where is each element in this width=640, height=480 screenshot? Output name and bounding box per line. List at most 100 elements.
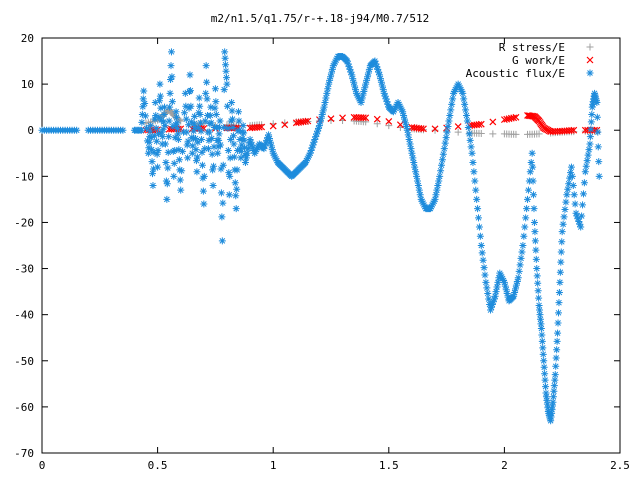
y-tick-label: -50 — [14, 355, 34, 368]
data-point — [560, 212, 569, 221]
data-point — [231, 191, 240, 200]
data-point — [211, 84, 220, 93]
data-point — [517, 254, 526, 263]
x-tick-label: 1 — [270, 459, 277, 472]
data-point — [515, 267, 524, 276]
y-tick-label: 20 — [21, 32, 34, 45]
data-point — [580, 178, 589, 187]
data-point — [140, 99, 149, 108]
data-point — [571, 200, 580, 208]
data-point — [518, 241, 527, 250]
data-point — [161, 140, 170, 149]
data-point — [220, 47, 229, 56]
data-point — [167, 61, 176, 70]
data-point — [200, 172, 209, 181]
data-point — [239, 128, 248, 137]
data-point — [139, 94, 148, 103]
plot-area — [38, 47, 604, 425]
data-point — [528, 149, 537, 158]
data-point — [464, 123, 473, 132]
data-point — [230, 152, 239, 161]
y-tick-label: -10 — [14, 170, 34, 183]
data-point — [532, 255, 541, 264]
x-axis: 0 0.5 1 1.5 2 2.5 — [39, 38, 630, 472]
data-point — [529, 176, 538, 185]
data-point — [197, 127, 206, 136]
data-point — [520, 223, 529, 232]
data-point — [177, 166, 186, 175]
data-point — [537, 330, 546, 339]
data-point — [197, 135, 206, 144]
data-point — [201, 89, 210, 98]
data-point — [530, 227, 539, 236]
data-point — [581, 167, 590, 176]
data-point — [231, 178, 240, 187]
data-point — [168, 97, 177, 106]
data-point — [540, 369, 549, 378]
data-point — [219, 161, 228, 170]
data-point — [473, 204, 482, 213]
data-point — [557, 247, 566, 256]
data-point — [582, 162, 591, 171]
data-point — [552, 354, 561, 363]
data-point — [161, 158, 170, 167]
data-point — [586, 125, 595, 134]
data-point — [537, 324, 546, 333]
data-point — [209, 162, 218, 171]
data-point — [466, 136, 475, 145]
data-point — [448, 94, 457, 103]
data-point — [225, 172, 234, 181]
data-point — [195, 102, 204, 111]
legend-label: R stress/E — [499, 41, 565, 54]
data-point — [460, 100, 469, 109]
data-point — [218, 236, 227, 245]
data-point — [480, 271, 489, 280]
data-point — [174, 135, 183, 144]
data-point — [72, 126, 81, 135]
y-tick-label: -60 — [14, 401, 34, 414]
data-point — [158, 132, 167, 141]
data-point — [531, 236, 540, 245]
data-point — [475, 223, 484, 232]
data-point — [514, 273, 523, 282]
data-point — [213, 149, 222, 158]
data-point — [584, 151, 593, 160]
data-point — [221, 60, 230, 69]
data-point — [222, 73, 231, 82]
data-point — [148, 157, 157, 166]
data-point — [489, 118, 497, 126]
x-tick-label: 0.5 — [148, 459, 168, 472]
y-tick-label: -20 — [14, 216, 34, 229]
data-point — [527, 158, 536, 167]
data-point — [530, 218, 539, 227]
data-point — [217, 212, 226, 221]
data-point — [228, 115, 237, 124]
data-point — [217, 188, 226, 197]
data-point — [444, 117, 453, 125]
data-point — [560, 205, 569, 214]
y-tick-label: -30 — [14, 263, 34, 276]
data-point — [472, 195, 481, 204]
data-point — [555, 278, 564, 287]
data-point — [175, 155, 184, 164]
data-point — [556, 258, 565, 267]
data-point — [551, 370, 560, 379]
legend-marker — [586, 43, 594, 51]
data-point — [469, 167, 478, 176]
data-point — [165, 117, 174, 125]
data-point — [195, 93, 204, 102]
data-point — [234, 107, 243, 116]
data-point — [488, 129, 497, 138]
data-point — [438, 155, 447, 164]
data-point — [141, 111, 150, 120]
data-point — [216, 117, 225, 125]
data-point — [164, 132, 173, 141]
data-point — [482, 283, 491, 292]
data-point — [556, 268, 565, 277]
data-point — [440, 144, 449, 153]
data-point — [557, 237, 566, 246]
data-point — [169, 172, 178, 181]
data-point — [221, 54, 230, 63]
data-point — [531, 246, 540, 255]
data-point — [153, 163, 162, 172]
